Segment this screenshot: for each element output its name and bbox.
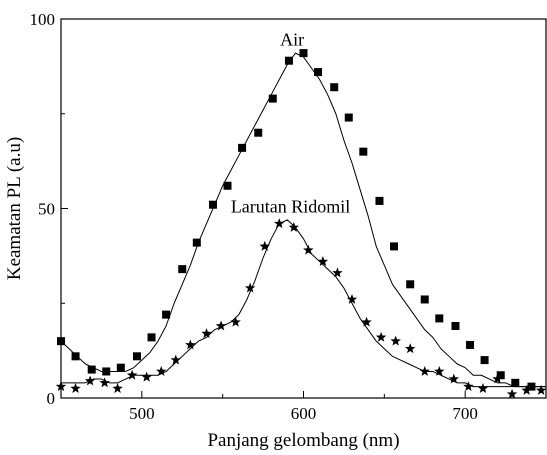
square-marker xyxy=(466,340,475,349)
square-marker xyxy=(390,242,399,251)
series-markers xyxy=(55,49,547,399)
square-marker xyxy=(451,321,460,330)
y-tick-label: 0 xyxy=(47,389,56,408)
star-marker xyxy=(361,316,372,327)
square-marker xyxy=(238,143,247,152)
series-lines xyxy=(60,52,546,388)
square-marker xyxy=(480,356,489,365)
star-marker xyxy=(55,381,67,392)
star-marker xyxy=(126,369,138,380)
star-marker xyxy=(404,343,416,354)
square-marker xyxy=(102,367,111,376)
square-marker xyxy=(406,280,415,289)
star-marker xyxy=(185,339,196,350)
y-axis-label: Keamatan PL (a.u) xyxy=(4,137,25,280)
square-marker xyxy=(330,83,339,92)
star-marker xyxy=(419,365,430,376)
star-marker xyxy=(521,384,532,395)
square-marker xyxy=(192,238,201,247)
star-marker xyxy=(230,316,241,327)
plot-area: 500 600 700 0 50 100 Air Larutan Ridomil xyxy=(30,10,547,423)
star-marker xyxy=(317,256,329,267)
square-marker xyxy=(132,352,141,361)
star-marker xyxy=(506,388,518,399)
square-marker xyxy=(420,295,429,304)
star-marker xyxy=(274,218,285,229)
square-marker xyxy=(496,371,505,380)
star-marker xyxy=(477,383,489,393)
square-marker xyxy=(375,196,384,205)
star-marker xyxy=(346,293,358,304)
star-marker xyxy=(112,383,123,393)
square-marker xyxy=(147,333,156,342)
square-marker xyxy=(57,337,65,346)
square-marker xyxy=(314,68,323,77)
star-marker xyxy=(332,267,343,278)
square-marker xyxy=(223,181,232,190)
square-marker xyxy=(344,113,353,122)
square-marker xyxy=(116,363,125,372)
star-marker xyxy=(434,365,445,376)
square-marker xyxy=(435,314,444,323)
star-marker xyxy=(70,383,81,393)
square-marker xyxy=(284,56,293,65)
star-marker xyxy=(390,335,401,346)
series-line-1 xyxy=(61,219,546,388)
star-marker xyxy=(244,282,256,293)
star-marker xyxy=(463,381,474,392)
star-marker xyxy=(288,221,300,232)
annotation-0: Air xyxy=(280,30,304,50)
x-axis-label: Panjang gelombang (nm) xyxy=(207,430,399,451)
x-tick-label: 700 xyxy=(452,404,478,423)
star-marker xyxy=(448,373,460,384)
star-marker xyxy=(375,331,387,342)
x-tick-label: 500 xyxy=(129,404,155,423)
star-marker xyxy=(201,328,212,339)
square-marker xyxy=(162,310,171,319)
annotations: Air Larutan Ridomil xyxy=(231,30,350,217)
square-marker xyxy=(71,352,80,361)
star-marker xyxy=(215,320,227,331)
square-marker xyxy=(268,94,277,103)
y-tick-label: 50 xyxy=(38,200,55,219)
axis-ticks: 500 600 700 0 50 100 xyxy=(30,10,547,423)
square-marker xyxy=(527,382,536,391)
star-marker xyxy=(303,244,314,255)
annotation-1: Larutan Ridomil xyxy=(231,196,350,216)
square-marker xyxy=(254,128,263,137)
square-marker xyxy=(511,378,520,387)
x-tick-label: 600 xyxy=(291,404,317,423)
square-marker xyxy=(178,265,187,274)
y-tick-label: 100 xyxy=(30,10,56,29)
star-marker xyxy=(259,240,270,251)
star-marker xyxy=(156,365,167,376)
square-marker xyxy=(359,147,368,156)
star-marker xyxy=(99,377,110,388)
star-marker xyxy=(535,384,547,395)
star-marker xyxy=(170,354,182,365)
series-line-0 xyxy=(60,52,546,388)
square-marker xyxy=(299,49,308,58)
square-marker xyxy=(208,200,217,209)
star-marker xyxy=(492,373,503,384)
star-marker xyxy=(141,371,152,382)
star-marker xyxy=(84,375,96,386)
square-marker xyxy=(87,365,96,374)
